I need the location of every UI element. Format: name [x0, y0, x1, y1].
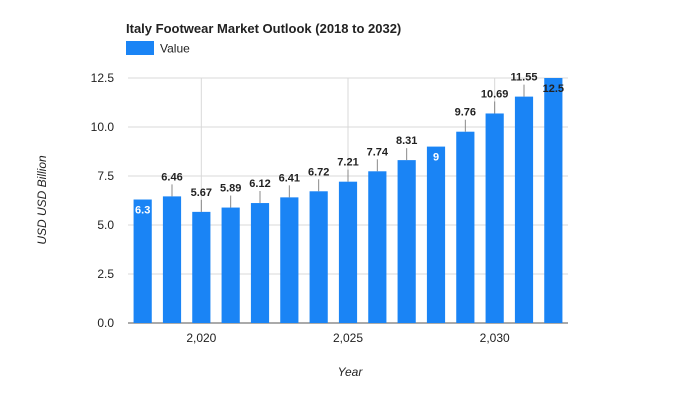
bar	[485, 113, 504, 323]
bar	[280, 197, 299, 323]
data-label: 5.89	[220, 183, 241, 195]
bar	[397, 160, 416, 323]
data-label: 6.41	[279, 172, 300, 184]
bar	[514, 96, 534, 324]
y-tick-label: 5.0	[97, 218, 114, 232]
data-label: 7.21	[337, 157, 358, 169]
bar	[309, 191, 328, 323]
bar	[368, 171, 387, 323]
x-axis-title: Year	[338, 365, 364, 379]
bar	[221, 207, 240, 323]
y-tick-label: 12.5	[91, 71, 115, 85]
x-tick-label: 2,025	[333, 331, 363, 345]
y-tick-label: 10.0	[91, 120, 115, 134]
bar	[426, 146, 446, 323]
data-label: 9.76	[455, 107, 476, 119]
bar	[544, 78, 563, 323]
data-label: 12.5	[543, 83, 564, 95]
data-label: 6.12	[249, 178, 270, 190]
data-label: 9	[433, 152, 439, 164]
bar	[250, 203, 270, 323]
y-tick-label: 7.5	[97, 169, 114, 183]
bar	[192, 211, 211, 323]
y-axis-ticks: 0.0 2.5 5.0 7.5 10.0 12.5	[91, 71, 115, 330]
bar	[133, 199, 152, 323]
data-labels: 6.3 6.46 5.67 5.89 6.12 6.41 6.72 7.21 7.74 8.31 9…	[135, 72, 564, 217]
data-label: 6.3	[135, 205, 150, 217]
x-tick-label: 2,020	[186, 331, 216, 345]
data-label: 7.74	[367, 146, 389, 158]
data-label: 5.67	[191, 187, 212, 199]
chart-title: Italy Footwear Market Outlook (2018 to 2…	[126, 21, 401, 36]
bar	[456, 131, 475, 323]
bar	[162, 196, 182, 323]
data-label: 6.46	[161, 171, 182, 183]
legend-swatch-value	[126, 41, 154, 55]
data-label: 8.31	[396, 135, 417, 147]
bars	[133, 78, 563, 324]
data-label: 11.55	[511, 72, 538, 84]
bar	[338, 181, 358, 323]
data-label: 10.69	[481, 88, 509, 100]
x-tick-label: 2,030	[480, 331, 510, 345]
y-tick-label: 0.0	[97, 316, 114, 330]
y-tick-label: 2.5	[97, 267, 114, 281]
data-label: 6.72	[308, 166, 329, 178]
legend-label-value: Value	[160, 42, 190, 56]
y-axis-title: USD USD Billion	[35, 155, 49, 245]
x-axis-ticks: 2,020 2,025 2,030	[186, 331, 510, 345]
legend: Value	[126, 41, 190, 56]
